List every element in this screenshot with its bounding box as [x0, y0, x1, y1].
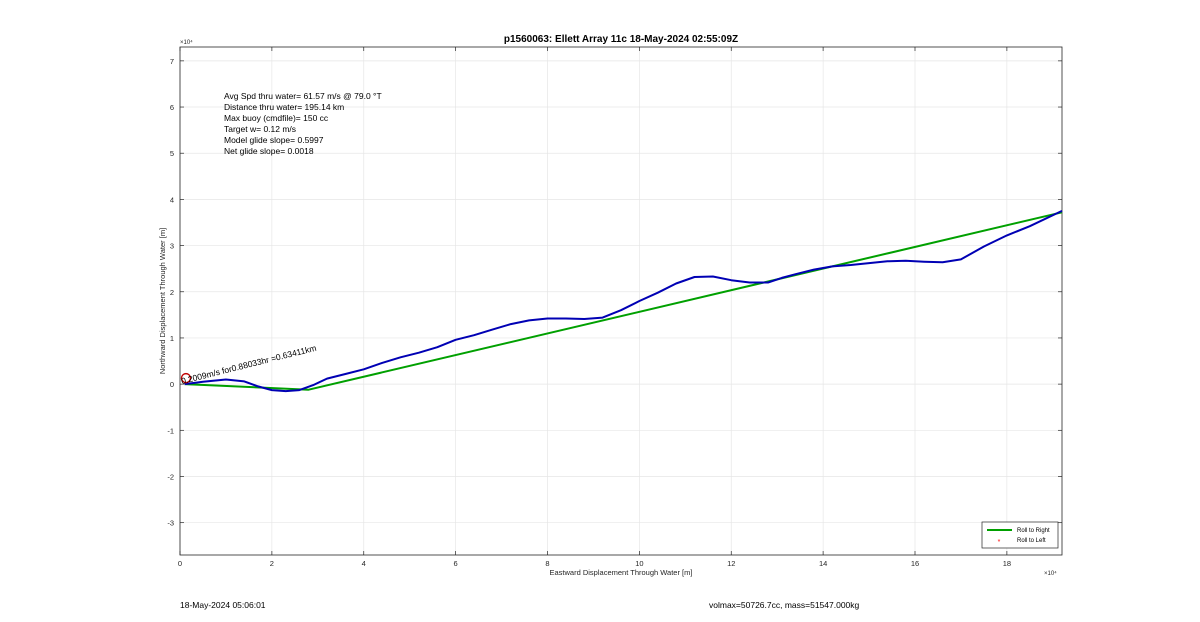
- chart-title: p1560063: Ellett Array 11c 18-May-2024 0…: [504, 34, 738, 45]
- annotation-net-glide-slope: Net glide slope= 0.0018: [224, 146, 314, 156]
- footer-timestamp: 18-May-2024 05:06:01: [180, 600, 266, 610]
- y-axis-label: Northward Displacement Through Water [m]: [158, 228, 167, 374]
- grid-lines: [179, 47, 1062, 555]
- legend: Roll to Right * Roll to Left: [981, 521, 1059, 549]
- y-tick-label: 3: [170, 242, 174, 251]
- legend-label-roll-to-right: Roll to Right: [1017, 528, 1050, 534]
- current-marker: [180, 372, 192, 384]
- x-axis-label: Eastward Displacement Through Water [m]: [550, 568, 693, 577]
- series-line-track: [184, 209, 1063, 393]
- y-tick-label: 5: [170, 149, 174, 158]
- annotation-model-glide-slope: Model glide slope= 0.5997: [224, 135, 324, 145]
- footer-volmax: volmax=50726.7cc, mass=51547.000kg: [709, 600, 860, 610]
- x-tick-label: 0: [178, 559, 182, 568]
- x-tick-label: 14: [819, 559, 827, 568]
- series-line-roll-to-right: [184, 211, 1063, 391]
- y-tick-label: -2: [167, 472, 174, 481]
- y-tick-label: -1: [167, 426, 174, 435]
- x-axis-exponent: ×10⁴: [1044, 570, 1057, 577]
- y-tick-label: 1: [170, 334, 174, 343]
- y-tick-label: 4: [170, 195, 174, 204]
- y-tick-label: 2: [170, 288, 174, 297]
- annotation-avg-speed: Avg Spd thru water= 61.57 m/s @ 79.0 °T: [224, 91, 382, 101]
- x-tick-label: 6: [454, 559, 458, 568]
- current-annotation: 0.2009m/s for0.88033hr =0.63411km: [180, 343, 317, 386]
- x-tick-label: 8: [545, 559, 549, 568]
- current-label: 0.2009m/s for0.88033hr =0.63411km: [180, 343, 317, 386]
- x-tick-label: 4: [362, 559, 366, 568]
- series-lines: [184, 209, 1063, 393]
- x-tick-label: 2: [270, 559, 274, 568]
- annotation-target-w: Target w= 0.12 m/s: [224, 124, 296, 134]
- y-axis-exponent: ×10⁴: [180, 39, 193, 46]
- annotation-max-buoy: Max buoy (cmdfile)= 150 cc: [224, 113, 329, 123]
- x-tick-label: 10: [635, 559, 643, 568]
- x-tick-label: 16: [911, 559, 919, 568]
- x-tick-label: 12: [727, 559, 735, 568]
- legend-box: [981, 521, 1059, 549]
- legend-label-roll-to-left: Roll to Left: [1017, 538, 1046, 544]
- plot-area: [179, 46, 1063, 556]
- y-tick-label: 7: [170, 57, 174, 66]
- annotation-distance: Distance thru water= 195.14 km: [224, 102, 344, 112]
- y-tick-label: 0: [170, 380, 174, 389]
- y-tick-label: -3: [167, 519, 174, 528]
- legend-swatch-roll-to-left: *: [998, 539, 1001, 546]
- y-tick-label: 6: [170, 103, 174, 112]
- x-tick-label: 18: [1003, 559, 1011, 568]
- stats-annotations: Avg Spd thru water= 61.57 m/s @ 79.0 °T …: [224, 91, 382, 156]
